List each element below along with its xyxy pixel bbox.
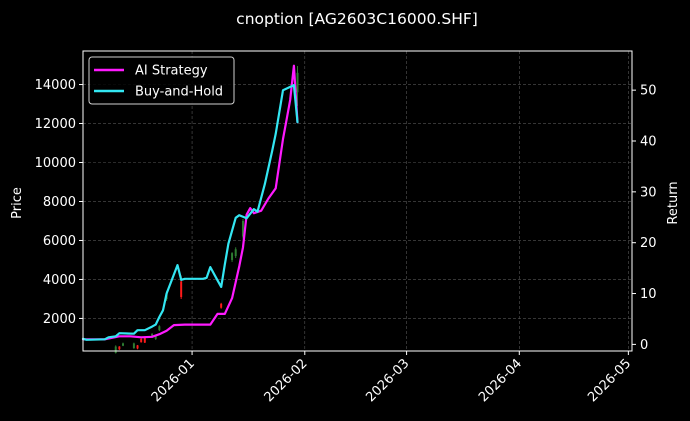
- series-lines: [81, 64, 299, 341]
- candle-body: [114, 346, 117, 353]
- y-tick-label: 6000: [43, 234, 76, 249]
- candle-body: [220, 303, 223, 308]
- candle-body: [143, 337, 146, 343]
- series-line-ai-strategy: [81, 64, 299, 341]
- gridlines: [83, 51, 632, 351]
- candle-body: [154, 336, 157, 339]
- candle-body: [118, 346, 121, 350]
- candle-body: [136, 345, 139, 349]
- series-line-buy-and-hold: [81, 83, 299, 341]
- y-tick-label: 8000: [43, 195, 76, 210]
- legend-box: [88, 56, 235, 105]
- candle-body: [241, 220, 244, 237]
- y2-tick-label: 20: [640, 236, 657, 251]
- y2-tick-label: 40: [640, 135, 657, 150]
- candle-body: [151, 334, 154, 337]
- y-axis-label: Price: [10, 187, 25, 219]
- y-tick-label: 10000: [35, 156, 76, 171]
- y2-axis-label: Return: [666, 181, 681, 224]
- candle-body: [231, 253, 234, 260]
- y-tick-label: 12000: [35, 117, 76, 132]
- candle-body: [121, 343, 124, 346]
- legend-label: AI Strategy: [135, 64, 208, 79]
- y2-tick-label: 10: [640, 287, 657, 302]
- candle-body: [180, 281, 183, 298]
- y-tick-label: 2000: [43, 312, 76, 327]
- candle-body: [158, 326, 161, 331]
- candle-body: [140, 338, 143, 343]
- candle-body: [132, 343, 135, 349]
- legend: AI Strategy Buy-and-Hold: [88, 56, 235, 105]
- y2-tick-label: 50: [640, 84, 657, 99]
- candle-body: [234, 249, 237, 257]
- y2-tick-label: 30: [640, 185, 657, 200]
- candle-body: [296, 72, 299, 93]
- y2-tick-label: 0: [640, 338, 648, 353]
- legend-label: Buy-and-Hold: [135, 85, 223, 100]
- y-tick-label: 14000: [35, 78, 76, 93]
- y-tick-label: 4000: [43, 273, 76, 288]
- chart-title: cnoption [AG2603C16000.SHF]: [236, 10, 478, 28]
